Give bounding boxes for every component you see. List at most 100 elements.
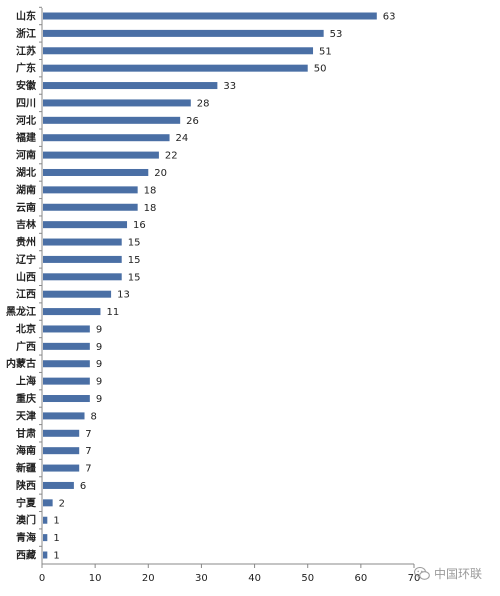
category-label: 河南 — [16, 149, 36, 162]
value-label: 16 — [133, 220, 146, 231]
value-label: 15 — [128, 255, 141, 266]
category-label: 吉林 — [16, 218, 37, 231]
bar — [43, 551, 48, 559]
bar — [43, 447, 80, 455]
category-label: 天津 — [16, 409, 36, 422]
category-label: 新疆 — [16, 462, 36, 475]
value-label: 11 — [106, 307, 119, 318]
value-label: 9 — [96, 342, 102, 353]
bar — [43, 64, 308, 72]
value-label: 1 — [53, 533, 59, 544]
bar — [43, 377, 90, 385]
bar — [43, 395, 90, 403]
bar — [43, 412, 85, 420]
bar — [43, 12, 377, 20]
value-label: 1 — [53, 551, 59, 562]
bar — [43, 203, 138, 211]
category-label: 北京 — [16, 322, 36, 335]
x-tick-label: 10 — [89, 573, 102, 584]
value-label: 20 — [154, 168, 167, 179]
watermark: 中国环联 — [413, 565, 482, 582]
category-label: 湖南 — [16, 183, 36, 196]
bar — [43, 168, 149, 176]
value-label: 9 — [96, 324, 102, 335]
value-label: 9 — [96, 359, 102, 370]
bar — [43, 534, 48, 542]
bar — [43, 290, 112, 298]
x-tick-label: 60 — [354, 573, 367, 584]
value-label: 22 — [165, 151, 178, 162]
bar — [43, 325, 90, 333]
category-label: 陕西 — [16, 479, 36, 492]
category-label: 四川 — [16, 97, 36, 109]
value-label: 51 — [319, 46, 332, 57]
x-tick-label: 20 — [142, 573, 155, 584]
watermark-text: 中国环联 — [433, 567, 482, 581]
x-tick-label: 0 — [39, 573, 45, 584]
x-tick-label: 40 — [248, 573, 261, 584]
category-label: 河北 — [16, 114, 36, 127]
value-label: 33 — [223, 81, 236, 92]
category-label: 江苏 — [16, 44, 36, 57]
category-label: 山西 — [16, 270, 36, 283]
value-label: 6 — [80, 481, 86, 492]
value-label: 7 — [85, 464, 91, 475]
category-label: 黑龙江 — [6, 305, 36, 318]
bar — [43, 360, 90, 368]
bar — [43, 221, 128, 229]
category-label: 西藏 — [16, 549, 36, 562]
bar — [43, 151, 159, 159]
bar — [43, 516, 48, 524]
x-tick-label: 70 — [408, 573, 421, 584]
category-label: 安徽 — [16, 79, 37, 92]
bar — [43, 255, 122, 263]
value-label: 15 — [128, 272, 141, 283]
category-label: 青海 — [16, 531, 36, 544]
value-label: 28 — [197, 98, 210, 109]
category-label: 山东 — [16, 10, 36, 23]
value-label: 15 — [128, 238, 141, 249]
bar — [43, 47, 314, 55]
bar — [43, 481, 74, 489]
category-label: 重庆 — [16, 392, 36, 405]
x-tick-label: 30 — [195, 573, 208, 584]
category-label: 甘肃 — [16, 427, 36, 440]
category-label: 福建 — [15, 131, 37, 144]
bar — [43, 273, 122, 281]
bar — [43, 82, 218, 90]
wechat-icon — [413, 567, 430, 580]
category-label: 广东 — [16, 62, 36, 75]
value-label: 1 — [53, 516, 59, 527]
value-label: 13 — [117, 290, 130, 301]
bar — [43, 499, 53, 507]
value-label: 9 — [96, 377, 102, 388]
bar — [43, 186, 138, 194]
value-label: 18 — [144, 203, 157, 214]
category-label: 浙江 — [16, 27, 36, 40]
bar — [43, 29, 324, 37]
value-label: 7 — [85, 429, 91, 440]
bar — [43, 308, 101, 316]
category-label: 江西 — [16, 288, 36, 301]
bar — [43, 116, 181, 124]
value-label: 7 — [85, 446, 91, 457]
category-label: 广西 — [16, 340, 36, 353]
category-label: 贵州 — [16, 236, 36, 249]
category-label: 澳门 — [16, 514, 36, 527]
category-label: 云南 — [16, 201, 36, 214]
value-label: 18 — [144, 185, 157, 196]
x-tick-label: 50 — [301, 573, 314, 584]
value-label: 2 — [59, 498, 65, 509]
bar — [43, 464, 80, 472]
value-label: 9 — [96, 394, 102, 405]
bar — [43, 429, 80, 437]
value-label: 50 — [314, 64, 327, 75]
category-label: 上海 — [16, 375, 36, 388]
category-label: 海南 — [16, 444, 36, 457]
value-label: 26 — [186, 116, 199, 127]
bar — [43, 99, 191, 107]
bar — [43, 238, 122, 246]
category-label: 辽宁 — [16, 253, 36, 266]
category-label: 宁夏 — [16, 496, 37, 509]
